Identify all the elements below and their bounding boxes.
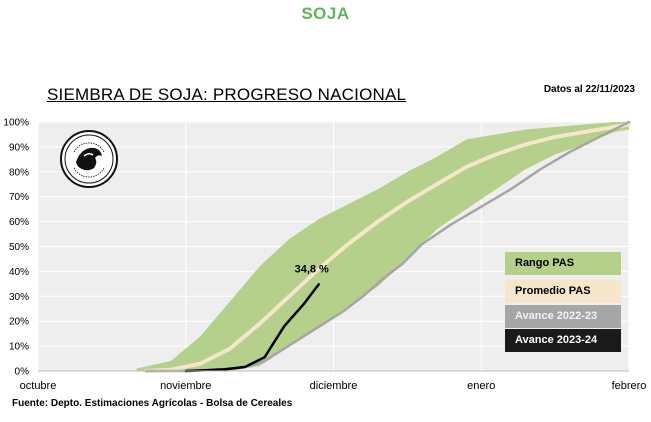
y-tick-label: 90%	[9, 142, 29, 153]
x-tick-label: enero	[467, 380, 495, 392]
legend-label: Avance 2023-24	[515, 334, 598, 346]
legend-promedio-pas: Promedio PAS	[505, 280, 621, 303]
bolsa-de-cereales-logo	[60, 130, 118, 188]
x-tick-label: octubre	[20, 380, 57, 392]
promedio-pas-line	[144, 122, 631, 373]
rango-pas-band	[136, 122, 629, 371]
legend-rango-pas: Rango PAS	[505, 252, 621, 275]
y-tick-label: 30%	[9, 292, 29, 303]
y-tick-label: 0%	[15, 367, 30, 378]
x-tick-label: febrero	[612, 380, 647, 392]
y-tick-label: 100%	[3, 118, 29, 129]
y-tick-label: 70%	[9, 192, 29, 203]
legend-label: Rango PAS	[515, 257, 575, 269]
chart-title: SIEMBRA DE SOJA: PROGRESO NACIONAL	[47, 85, 407, 104]
avance-2023-24-line	[184, 283, 320, 373]
legend-avance-2022-23: Avance 2022-23	[505, 305, 621, 328]
y-tick-label: 10%	[9, 342, 29, 353]
legend-label: Promedio PAS	[515, 285, 591, 297]
y-tick-label: 80%	[9, 167, 29, 178]
source-note: Fuente: Depto. Estimaciones Agrícolas - …	[12, 398, 293, 409]
date-note: Datos al 22/11/2023	[543, 84, 635, 95]
x-tick-label: noviembre	[160, 380, 211, 392]
x-tick-label: diciembre	[310, 380, 358, 392]
legend-label: Avance 2022-23	[515, 310, 598, 322]
y-tick-label: 20%	[9, 317, 29, 328]
legend-avance-2023-24: Avance 2023-24	[505, 329, 621, 352]
y-tick-label: 50%	[9, 242, 29, 253]
data-label-avance-2023-24: 34,8 %	[295, 263, 329, 275]
y-tick-label: 40%	[9, 267, 29, 278]
y-tick-label: 60%	[9, 217, 29, 228]
page-header: SOJA	[301, 4, 350, 23]
